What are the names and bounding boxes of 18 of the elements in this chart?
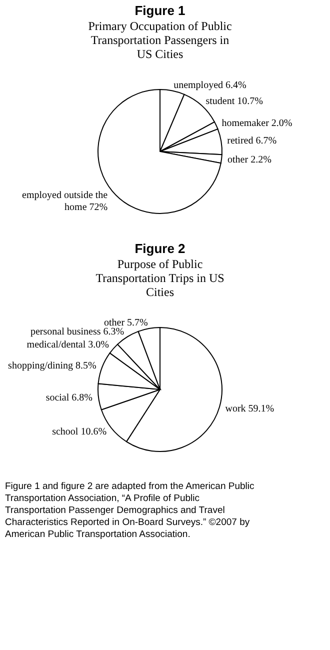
- slice-label: medical/dental 3.0%: [26, 340, 109, 351]
- slice-label: other 5.7%: [104, 318, 148, 329]
- slice-label: student 10.7%: [206, 96, 263, 108]
- slice-label: employed outside the home 72%: [22, 190, 108, 213]
- chart-title: Figure 2: [134, 241, 186, 256]
- slice-label: unemployed 6.4%: [174, 80, 246, 91]
- slice-label: other 2.2%: [228, 154, 272, 166]
- chart-title: Figure 1: [134, 3, 186, 18]
- slice-label: retired 6.7%: [227, 136, 277, 147]
- slice-label: homemaker 2.0%: [222, 118, 292, 129]
- chart-subtitle: Primary Occupation of Public Transportation Passengers in US Cities: [88, 19, 232, 61]
- caption: Figure 1 and figure 2 are adapted from the American Public Transportation Association, “A Profile of Public Transportation Passenger Demographics and Travel Characteristics Reported in On-Board Surveys.” ©2007 by American Public Transportation Association.: [5, 481, 255, 540]
- chart-subtitle: Purpose of Public Transportation Trips in US Cities: [96, 257, 224, 299]
- slice-label: shopping/dining 8.5%: [8, 360, 96, 372]
- slice-label: social 6.8%: [46, 392, 92, 404]
- slice-label: work 59.1%: [225, 404, 274, 415]
- slice-label: school 10.6%: [52, 426, 107, 438]
- slice-label: personal business 6.3%: [30, 326, 124, 338]
